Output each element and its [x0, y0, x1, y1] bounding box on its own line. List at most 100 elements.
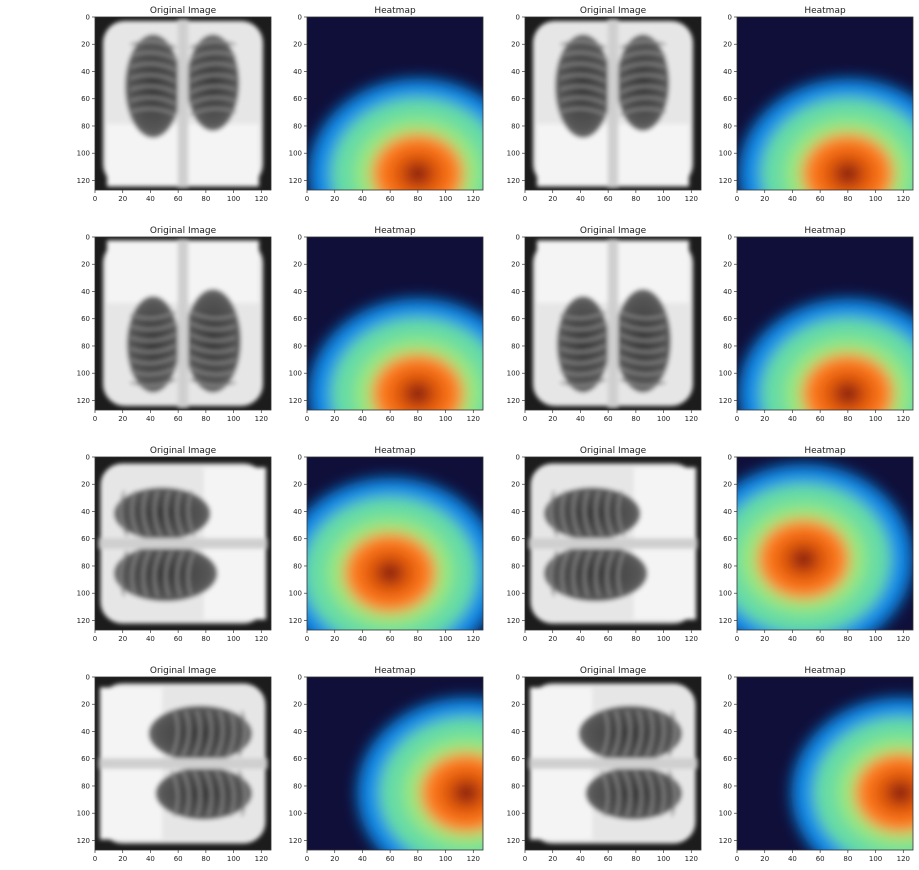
- y-tick-label: 100: [507, 810, 520, 818]
- x-tick-label: 40: [788, 195, 797, 203]
- spine: [528, 758, 698, 769]
- y-tick-label: 0: [86, 14, 90, 22]
- x-tick-label: 40: [576, 855, 585, 863]
- panel-frame: [306, 676, 484, 851]
- y-tick-label: 40: [81, 68, 90, 76]
- y-tick-label: 0: [728, 234, 732, 242]
- y-tick-label: 60: [81, 535, 90, 543]
- y-tick-label: 40: [723, 508, 732, 516]
- x-tick-label: 20: [760, 415, 769, 423]
- xray-panel-r1c2: Original Image 0 20 40 60 80 100 120 0 20 40 60 80 10…: [507, 226, 702, 423]
- x-tick-label: 80: [413, 635, 422, 643]
- y-tick-label: 120: [289, 397, 302, 405]
- panel-title: Heatmap: [374, 666, 416, 676]
- y-tick-label: 120: [507, 177, 520, 185]
- y-tick-label: 40: [293, 728, 302, 736]
- y-tick-label: 0: [298, 674, 302, 682]
- right-lung: [585, 767, 683, 820]
- x-tick-label: 100: [227, 855, 240, 863]
- panel-frame: [94, 236, 272, 411]
- y-tick-label: 100: [719, 810, 732, 818]
- heatmap-band-5: [834, 162, 861, 186]
- x-tick-label: 120: [467, 855, 480, 863]
- heatmap-panel-r1c1: Heatmap 0 20 40 60 80 100 120 0 20 40 60 80 100 120: [289, 226, 484, 423]
- y-tick-label: 20: [81, 481, 90, 489]
- x-tick-label: 20: [548, 635, 557, 643]
- x-tick-label: 120: [897, 635, 910, 643]
- x-tick-label: 60: [816, 635, 825, 643]
- x-tick-label: 40: [788, 415, 797, 423]
- y-tick-label: 80: [723, 122, 732, 130]
- y-tick-label: 40: [293, 288, 302, 296]
- y-tick-label: 60: [293, 315, 302, 323]
- y-tick-label: 0: [86, 234, 90, 242]
- y-tick-label: 80: [511, 562, 520, 570]
- panel-frame: [524, 16, 702, 191]
- panel-title: Heatmap: [804, 666, 846, 676]
- y-tick-label: 60: [723, 535, 732, 543]
- y-tick-label: 80: [723, 782, 732, 790]
- y-tick-label: 80: [81, 782, 90, 790]
- y-tick-label: 120: [719, 617, 732, 625]
- x-tick-label: 120: [255, 195, 268, 203]
- y-tick-label: 40: [723, 68, 732, 76]
- y-tick-label: 100: [507, 590, 520, 598]
- heatmap-band-5: [404, 162, 431, 186]
- x-tick-label: 120: [685, 415, 698, 423]
- y-tick-label: 20: [723, 261, 732, 269]
- x-tick-label: 60: [386, 635, 395, 643]
- x-tick-label: 0: [523, 415, 527, 423]
- y-tick-label: 80: [81, 122, 90, 130]
- heatmap-panel-r3c1: Heatmap 0 20 40 60 80 100 120 0 20 40 60 80 100 120: [289, 666, 484, 863]
- y-tick-label: 0: [86, 454, 90, 462]
- panel-frame: [736, 16, 914, 191]
- y-tick-label: 60: [511, 755, 520, 763]
- x-tick-label: 0: [735, 195, 739, 203]
- y-tick-label: 120: [507, 837, 520, 845]
- x-tick-label: 40: [146, 195, 155, 203]
- y-tick-label: 40: [723, 728, 732, 736]
- y-tick-label: 20: [293, 701, 302, 709]
- x-tick-label: 40: [146, 855, 155, 863]
- y-tick-label: 0: [298, 14, 302, 22]
- heatmap-panel-r0c1: Heatmap 0 20 40 60 80 100 120 0 20 40 60 80 100 120: [289, 6, 484, 203]
- x-tick-label: 80: [201, 635, 210, 643]
- x-tick-label: 60: [816, 195, 825, 203]
- y-tick-label: 100: [77, 370, 90, 378]
- panel-title: Original Image: [150, 6, 217, 16]
- x-tick-label: 100: [439, 415, 452, 423]
- spine: [607, 239, 619, 408]
- y-tick-label: 100: [289, 590, 302, 598]
- y-tick-label: 0: [298, 234, 302, 242]
- y-tick-label: 20: [723, 41, 732, 49]
- y-tick-label: 120: [719, 837, 732, 845]
- x-tick-label: 20: [118, 855, 127, 863]
- right-lung: [155, 767, 253, 820]
- x-tick-label: 80: [413, 415, 422, 423]
- y-tick-label: 0: [728, 454, 732, 462]
- y-tick-label: 80: [81, 342, 90, 350]
- x-tick-label: 0: [93, 415, 97, 423]
- y-tick-label: 80: [511, 342, 520, 350]
- panel-title: Original Image: [150, 226, 217, 236]
- y-tick-label: 100: [77, 810, 90, 818]
- xray-panel-r1c0: Original Image 0 20 40 60 80 100 120 0 20 40 60 80 10…: [77, 226, 272, 423]
- x-tick-label: 40: [358, 195, 367, 203]
- y-tick-label: 80: [511, 122, 520, 130]
- heatmap-panel-r2c3: Heatmap 0 20 40 60 80 100 120 0 20 40 60 80 100 120: [719, 446, 914, 643]
- x-tick-label: 80: [413, 195, 422, 203]
- panel-title: Original Image: [580, 666, 647, 676]
- x-tick-label: 20: [548, 855, 557, 863]
- y-tick-label: 60: [511, 315, 520, 323]
- y-tick-label: 60: [81, 755, 90, 763]
- x-tick-label: 0: [735, 855, 739, 863]
- x-tick-label: 60: [604, 635, 613, 643]
- y-tick-label: 120: [719, 177, 732, 185]
- y-tick-label: 120: [289, 837, 302, 845]
- x-tick-label: 40: [146, 415, 155, 423]
- y-tick-label: 100: [507, 150, 520, 158]
- x-tick-label: 120: [685, 855, 698, 863]
- x-tick-label: 0: [305, 635, 309, 643]
- spine: [177, 19, 189, 188]
- y-tick-label: 60: [511, 535, 520, 543]
